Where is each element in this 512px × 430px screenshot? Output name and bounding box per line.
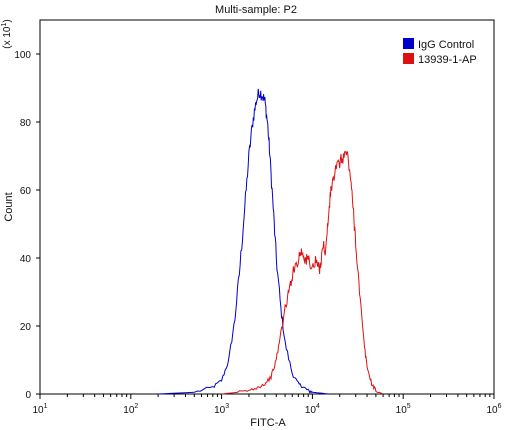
legend-swatch-igg-control — [403, 38, 414, 49]
y-axis-ticks: 0 20 40 60 80 100 — [14, 50, 40, 401]
chart-title: Multi-sample: P2 — [215, 4, 297, 16]
series-layer — [158, 88, 384, 395]
y-tick-label: 40 — [20, 254, 32, 265]
y-tick-label: 60 — [20, 186, 32, 197]
x-axis-label: FITC-A — [250, 417, 286, 429]
x-tick-label: 103 — [214, 403, 229, 416]
x-tick-label: 106 — [486, 403, 501, 416]
legend-label-igg-control: IgG Control — [418, 39, 474, 51]
series-line-13939-1-ap — [221, 150, 384, 395]
y-tick-label: 80 — [20, 118, 32, 129]
series-line-igg-control — [158, 88, 329, 395]
y-multiplier-exponent: 1 — [1, 23, 8, 27]
y-tick-label: 100 — [14, 50, 31, 61]
y-tick-label: 0 — [25, 390, 31, 401]
y-multiplier-label: (x 101) — [1, 19, 13, 48]
legend: IgG Control 13939-1-AP — [403, 38, 477, 66]
y-axis-label: Count — [3, 192, 15, 221]
x-tick-label: 104 — [305, 403, 320, 416]
plot-frame — [39, 19, 495, 395]
y-multiplier-text: (x 10 — [2, 26, 13, 49]
x-axis-ticks: 101 102 103 104 105 106 — [32, 394, 502, 416]
x-tick-label: 102 — [123, 403, 138, 416]
x-tick-label: 101 — [32, 403, 47, 416]
legend-swatch-13939-1-ap — [403, 53, 414, 64]
svg-text:(x 101): (x 101) — [1, 19, 13, 48]
legend-label-13939-1-ap: 13939-1-AP — [418, 54, 477, 66]
y-tick-label: 20 — [20, 322, 32, 333]
x-tick-label: 105 — [396, 403, 411, 416]
